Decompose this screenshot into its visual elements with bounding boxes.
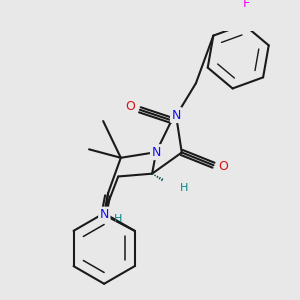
Text: N: N bbox=[171, 109, 181, 122]
Text: H: H bbox=[180, 183, 189, 193]
Text: H: H bbox=[114, 214, 123, 224]
Text: N: N bbox=[152, 146, 161, 159]
Text: N: N bbox=[100, 208, 109, 221]
Text: F: F bbox=[243, 0, 250, 10]
Text: O: O bbox=[218, 160, 228, 173]
Text: O: O bbox=[125, 100, 135, 113]
